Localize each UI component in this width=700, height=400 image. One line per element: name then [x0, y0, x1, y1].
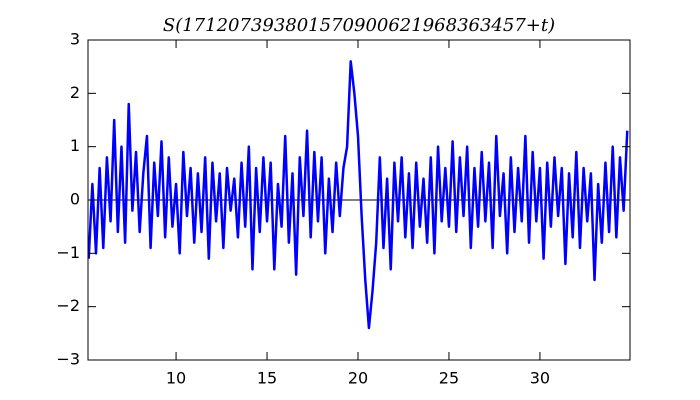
x-tick-label: 10: [166, 369, 186, 388]
y-tick-label: 0: [70, 190, 80, 209]
y-tick-label: −1: [56, 243, 80, 262]
y-tick-label: 3: [70, 30, 80, 49]
x-tick-label: 25: [439, 369, 459, 388]
x-tick-label: 20: [348, 369, 368, 388]
y-tick-label: 2: [70, 83, 80, 102]
x-tick-label: 30: [530, 369, 550, 388]
x-tick-label: 15: [257, 369, 277, 388]
y-tick-label: −2: [56, 296, 80, 315]
y-tick-label: 1: [70, 136, 80, 155]
chart-title: S(171207393801570900621968363457+t): [163, 15, 555, 36]
data-line: [87, 60, 629, 330]
y-tick-label: −3: [56, 350, 80, 369]
